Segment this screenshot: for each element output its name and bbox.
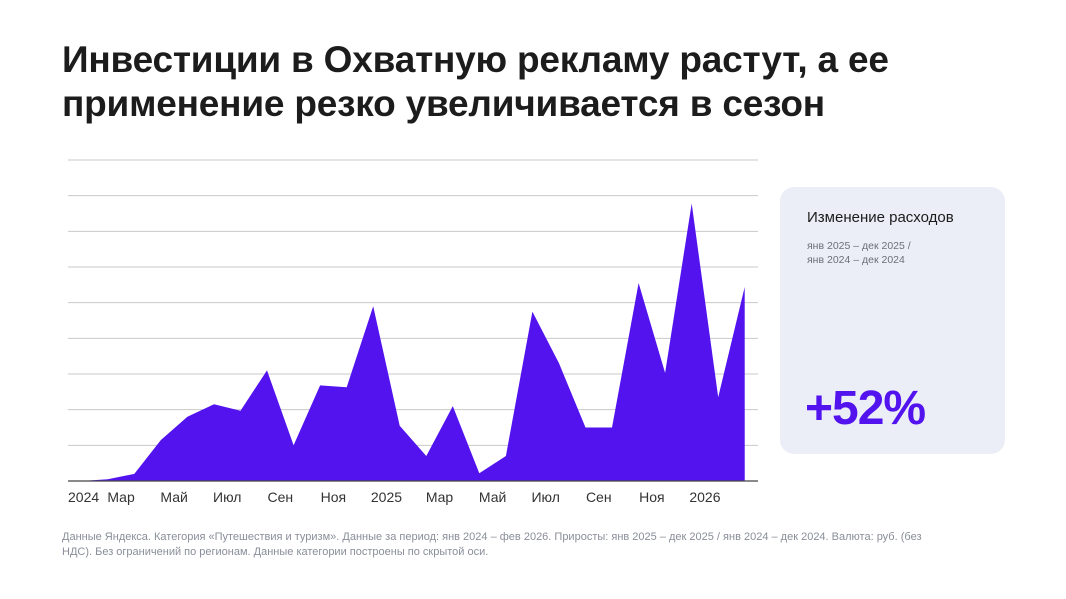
x-tick-label: Сен bbox=[586, 489, 612, 505]
page-title-line-2: применение резко увеличивается в сезон bbox=[62, 83, 825, 124]
x-tick-label: Ноя bbox=[321, 489, 346, 505]
footnote: Данные Яндекса. Категория «Путешествия и… bbox=[62, 531, 922, 558]
card-period: янв 2025 – дек 2025 / янв 2024 – дек 202… bbox=[807, 239, 997, 267]
spend-change-card: Изменение расходов янв 2025 – дек 2025 /… bbox=[780, 187, 1005, 454]
spend-change-value: +52% bbox=[805, 382, 926, 435]
x-tick-label: Июл bbox=[531, 489, 559, 505]
page-title: Инвестиции в Охватную рекламу растут, а … bbox=[62, 38, 962, 126]
x-tick-label: Май bbox=[160, 489, 187, 505]
x-tick-label: Май bbox=[479, 489, 506, 505]
page-title-line-1: Инвестиции в Охватную рекламу растут, а … bbox=[62, 39, 889, 80]
spend-area-chart: 2024 Мар Май Июл Сен Ноя 2025 Мар Май Июл Сен Ноя 20… bbox=[68, 159, 758, 505]
card-period-line-1: янв 2025 – дек 2025 / bbox=[807, 240, 911, 252]
x-tick-label: Июл bbox=[213, 489, 241, 505]
chart-area-layer bbox=[81, 203, 745, 481]
x-tick-label: 2024 bbox=[68, 489, 99, 505]
x-tick-label: Ноя bbox=[639, 489, 664, 505]
x-tick-label: Мар bbox=[426, 489, 454, 505]
series-area-Расходы bbox=[81, 203, 745, 481]
card-title: Изменение расходов bbox=[807, 209, 954, 226]
x-tick-label: 2026 bbox=[689, 489, 720, 505]
x-tick-label: Мар bbox=[107, 489, 135, 505]
card-period-line-2: янв 2024 – дек 2024 bbox=[807, 254, 905, 266]
chart-x-axis: 2024 Мар Май Июл Сен Ноя 2025 Мар Май Июл Сен Ноя 20… bbox=[68, 480, 758, 505]
x-tick-label: 2025 bbox=[371, 489, 402, 505]
x-tick-label: Сен bbox=[267, 489, 293, 505]
